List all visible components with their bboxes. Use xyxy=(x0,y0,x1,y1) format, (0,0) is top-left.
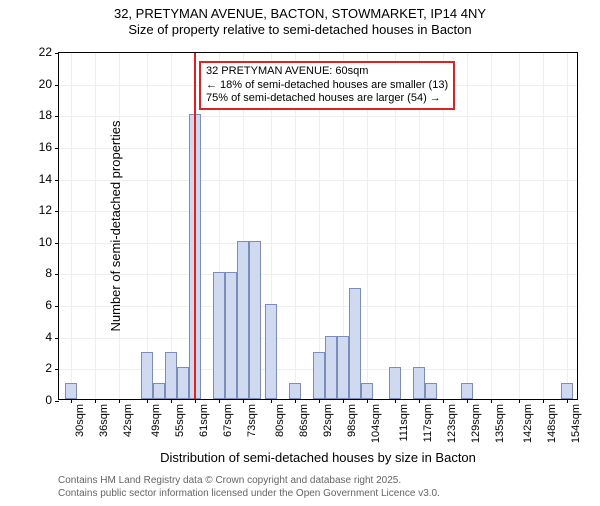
y-tick-label: 6 xyxy=(22,298,52,312)
y-tick-label: 2 xyxy=(22,361,52,375)
x-tick-label: 98sqm xyxy=(346,404,358,437)
histogram-bar xyxy=(249,241,261,399)
y-tick-label: 4 xyxy=(22,330,52,344)
histogram-bar xyxy=(289,383,301,399)
histogram-bar xyxy=(425,383,437,399)
histogram-bar xyxy=(389,367,401,399)
histogram-bar xyxy=(65,383,77,399)
x-tick-label: 111sqm xyxy=(398,404,410,442)
y-tick-label: 8 xyxy=(22,266,52,280)
histogram-bar xyxy=(177,367,189,399)
attribution: Contains HM Land Registry data © Crown c… xyxy=(58,475,440,500)
histogram-bar xyxy=(237,241,249,399)
annotation-line: ← 18% of semi-detached houses are smalle… xyxy=(206,79,448,93)
histogram-bar xyxy=(213,272,225,399)
histogram-bar xyxy=(141,352,153,399)
annotation-line: 32 PRETYMAN AVENUE: 60sqm xyxy=(206,65,448,79)
page-title-line1: 32, PRETYMAN AVENUE, BACTON, STOWMARKET,… xyxy=(0,6,600,21)
x-tick-label: 73sqm xyxy=(246,404,258,437)
x-tick-label: 61sqm xyxy=(198,404,210,437)
chart: 32 PRETYMAN AVENUE: 60sqm← 18% of semi-d… xyxy=(58,52,578,400)
histogram-bar xyxy=(265,304,277,399)
histogram-bar xyxy=(225,272,237,399)
x-tick-label: 36sqm xyxy=(98,404,110,437)
annotation-box: 32 PRETYMAN AVENUE: 60sqm← 18% of semi-d… xyxy=(199,61,455,110)
y-tick-label: 12 xyxy=(22,203,52,217)
page-title-line2: Size of property relative to semi-detach… xyxy=(0,22,600,37)
attribution-line1: Contains HM Land Registry data © Crown c… xyxy=(58,475,440,488)
x-tick-label: 92sqm xyxy=(322,404,334,437)
x-tick-label: 123sqm xyxy=(446,404,458,443)
histogram-bar xyxy=(361,383,373,399)
x-tick-label: 42sqm xyxy=(122,404,134,437)
x-tick-label: 30sqm xyxy=(74,404,86,437)
x-tick-label: 148sqm xyxy=(546,404,558,443)
y-tick-label: 14 xyxy=(22,172,52,186)
plot-area: 32 PRETYMAN AVENUE: 60sqm← 18% of semi-d… xyxy=(58,52,578,400)
y-tick-label: 16 xyxy=(22,140,52,154)
y-tick-label: 20 xyxy=(22,77,52,91)
histogram-bar xyxy=(325,336,337,399)
x-tick-label: 142sqm xyxy=(522,404,534,443)
histogram-bar xyxy=(337,336,349,399)
x-tick-label: 135sqm xyxy=(494,404,506,443)
histogram-bar xyxy=(413,367,425,399)
histogram-bar xyxy=(153,383,165,399)
x-tick-label: 129sqm xyxy=(470,404,482,443)
histogram-bar xyxy=(349,288,361,399)
x-tick-label: 86sqm xyxy=(298,404,310,437)
x-tick-label: 117sqm xyxy=(422,404,434,442)
x-axis-label: Distribution of semi-detached houses by … xyxy=(58,450,578,465)
y-tick-label: 18 xyxy=(22,108,52,122)
y-axis-label: Number of semi-detached properties xyxy=(108,121,123,332)
y-tick-label: 0 xyxy=(22,393,52,407)
x-tick-label: 154sqm xyxy=(570,404,582,443)
histogram-bar xyxy=(561,383,573,399)
annotation-line: 75% of semi-detached houses are larger (… xyxy=(206,92,448,106)
histogram-bar xyxy=(313,352,325,399)
y-tick-label: 22 xyxy=(22,45,52,59)
x-tick-label: 104sqm xyxy=(370,404,382,443)
attribution-line2: Contains public sector information licen… xyxy=(58,488,440,501)
x-tick-label: 67sqm xyxy=(222,404,234,437)
x-tick-label: 55sqm xyxy=(174,404,186,437)
x-tick-label: 80sqm xyxy=(274,404,286,437)
highlight-line xyxy=(194,53,196,399)
histogram-bar xyxy=(165,352,177,399)
y-tick-label: 10 xyxy=(22,235,52,249)
histogram-bar xyxy=(461,383,473,399)
x-tick-label: 49sqm xyxy=(150,404,162,437)
